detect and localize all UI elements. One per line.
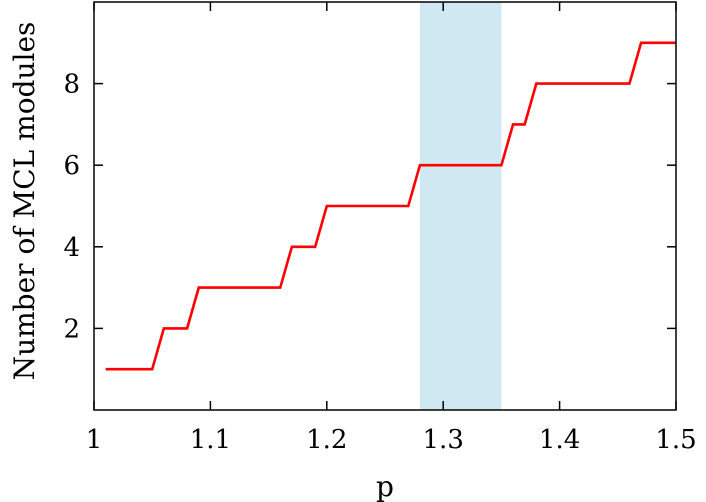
x-tick-label: 1.1 xyxy=(190,425,231,455)
y-tick-label: 8 xyxy=(63,70,80,100)
y-ticks: 2 4 6 8 xyxy=(63,70,676,344)
highlight-band-layer xyxy=(419,2,502,410)
series-line-0 xyxy=(105,41,676,371)
plot-frame xyxy=(93,1,677,411)
x-tick-label: 1.2 xyxy=(306,425,347,455)
y-axis-title: Number of MCL modules xyxy=(8,22,41,381)
y-tick-label: 2 xyxy=(63,314,80,344)
y-tick-label: 6 xyxy=(63,151,80,181)
x-axis-title: p xyxy=(376,470,394,502)
y-tick-label: 4 xyxy=(63,233,80,263)
x-tick-label: 1.3 xyxy=(423,425,464,455)
x-tick-label: 1.5 xyxy=(655,425,696,455)
highlight-band xyxy=(419,2,502,410)
x-ticks: 1 1.1 1.2 1.3 1.4 1.5 xyxy=(86,2,697,455)
x-tick-label: 1 xyxy=(86,425,103,455)
x-tick-label: 1.4 xyxy=(539,425,580,455)
series-layer xyxy=(105,41,676,371)
